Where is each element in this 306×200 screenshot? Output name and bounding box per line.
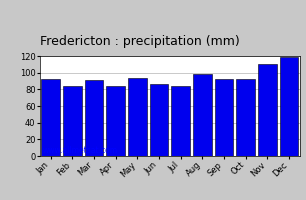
Bar xyxy=(237,78,255,156)
Bar xyxy=(150,84,168,156)
Bar xyxy=(193,73,211,156)
Bar xyxy=(63,86,81,156)
Bar xyxy=(171,86,190,156)
Bar xyxy=(280,57,298,156)
Bar xyxy=(85,80,103,156)
Bar xyxy=(128,78,147,156)
Bar xyxy=(41,78,60,156)
Bar xyxy=(215,79,233,156)
Bar xyxy=(106,86,125,156)
Text: Fredericton : precipitation (mm): Fredericton : precipitation (mm) xyxy=(40,35,240,48)
Bar xyxy=(258,64,277,156)
Text: www.allmetsat.com: www.allmetsat.com xyxy=(42,146,118,155)
